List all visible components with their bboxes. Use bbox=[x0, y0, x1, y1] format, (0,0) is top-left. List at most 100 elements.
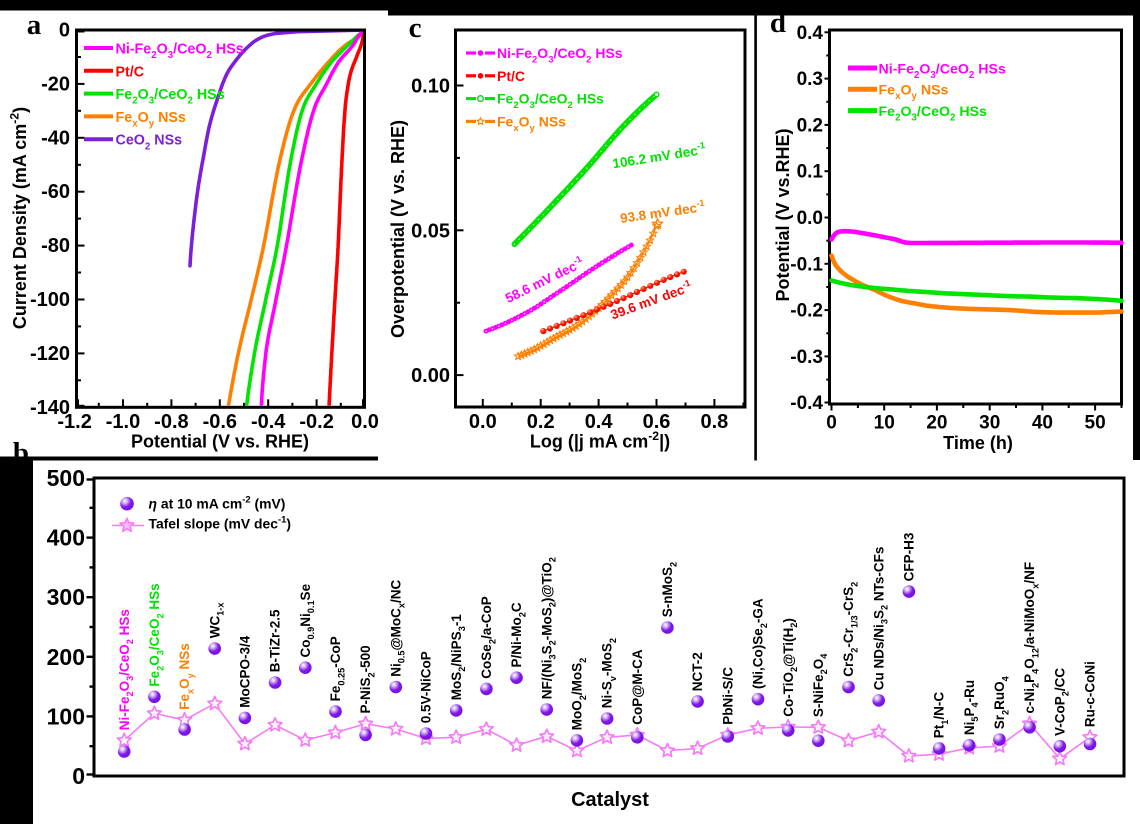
svg-text:-140: -140 bbox=[30, 397, 70, 419]
svg-text:CoSe2/a-CoP: CoSe2/a-CoP bbox=[479, 596, 497, 678]
svg-text:CeO2 NSs: CeO2 NSs bbox=[116, 133, 183, 153]
svg-text:300: 300 bbox=[47, 584, 85, 610]
svg-text:Potential (V vs. RHE): Potential (V vs. RHE) bbox=[131, 432, 309, 452]
svg-text:Co0.9Ni0.1Se: Co0.9Ni0.1Se bbox=[298, 583, 316, 657]
svg-text:FexOy NSs: FexOy NSs bbox=[879, 83, 949, 103]
svg-text:0.6: 0.6 bbox=[643, 411, 671, 433]
svg-text:Ru-c-CoNi: Ru-c-CoNi bbox=[1083, 661, 1098, 727]
svg-text:NCT-2: NCT-2 bbox=[690, 652, 705, 691]
svg-text:B-TiZr-2.5: B-TiZr-2.5 bbox=[268, 609, 283, 672]
svg-text:P-NiS2-500: P-NiS2-500 bbox=[358, 645, 376, 713]
svg-text:-0.2: -0.2 bbox=[790, 301, 823, 322]
svg-text:Pt/C: Pt/C bbox=[497, 68, 525, 84]
svg-text:NF/(Ni3S2-MoS2)@TiO2: NF/(Ni3S2-MoS2)@TiO2 bbox=[539, 557, 557, 699]
svg-text:0.0: 0.0 bbox=[351, 411, 379, 433]
svg-text:η at 10 mA cm-2 (mV): η at 10 mA cm-2 (mV) bbox=[149, 495, 286, 512]
svg-text:400: 400 bbox=[47, 525, 85, 551]
svg-text:0.10: 0.10 bbox=[411, 76, 450, 98]
svg-text:-0.3: -0.3 bbox=[790, 347, 823, 368]
svg-text:0.5V-NiCoP: 0.5V-NiCoP bbox=[419, 651, 434, 723]
svg-text:30: 30 bbox=[979, 413, 1000, 434]
svg-text:-0.8: -0.8 bbox=[154, 411, 188, 433]
svg-text:Ni-Sv-MoS2: Ni-Sv-MoS2 bbox=[600, 638, 618, 708]
svg-text:50: 50 bbox=[1085, 413, 1106, 434]
svg-text:(Ni,Co)Se2-GA: (Ni,Co)Se2-GA bbox=[751, 598, 769, 689]
svg-text:S-NiFe2O4: S-NiFe2O4 bbox=[811, 653, 829, 717]
svg-text:MoO2/MoS2: MoO2/MoS2 bbox=[570, 658, 588, 731]
svg-text:a: a bbox=[27, 9, 42, 41]
svg-text:Fe2O3/CeO2 HSs: Fe2O3/CeO2 HSs bbox=[116, 87, 225, 107]
svg-text:-0.6: -0.6 bbox=[203, 411, 237, 433]
svg-text:Potential (V vs.RHE): Potential (V vs.RHE) bbox=[773, 128, 793, 301]
svg-text:0.0: 0.0 bbox=[797, 208, 823, 229]
svg-text:10: 10 bbox=[874, 413, 895, 434]
svg-text:-40: -40 bbox=[41, 127, 70, 149]
svg-text:Ni-Fe2O3/CeO2 HSs: Ni-Fe2O3/CeO2 HSs bbox=[116, 42, 244, 62]
svg-text:-60: -60 bbox=[41, 181, 70, 203]
svg-text:0: 0 bbox=[72, 763, 85, 789]
svg-text:WC1-x: WC1-x bbox=[207, 602, 225, 639]
svg-text:-120: -120 bbox=[30, 343, 70, 365]
svg-text:100: 100 bbox=[47, 703, 85, 729]
svg-text:0.3: 0.3 bbox=[797, 69, 823, 90]
svg-text:Cu NDs/Ni3S2 NTs-CFs: Cu NDs/Ni3S2 NTs-CFs bbox=[871, 547, 889, 691]
svg-text:Overpotential (V vs. RHE): Overpotential (V vs. RHE) bbox=[388, 120, 408, 338]
svg-text:c: c bbox=[409, 12, 422, 44]
svg-text:Tafel slope (mV dec-1): Tafel slope (mV dec-1) bbox=[149, 515, 292, 532]
svg-text:Ni5P4-Ru: Ni5P4-Ru bbox=[962, 680, 980, 735]
svg-text:FexOy NSs: FexOy NSs bbox=[116, 110, 186, 130]
svg-text:500: 500 bbox=[47, 465, 85, 491]
svg-text:Pt1/N-C: Pt1/N-C bbox=[932, 692, 950, 739]
svg-text:0.8: 0.8 bbox=[700, 411, 728, 433]
svg-text:Fe0.25-CoP: Fe0.25-CoP bbox=[328, 636, 346, 701]
svg-text:Ni-Fe2O3/CeO2 HSs: Ni-Fe2O3/CeO2 HSs bbox=[879, 61, 1006, 81]
svg-text:-20: -20 bbox=[41, 73, 70, 95]
svg-text:Fe2O3/CeO2 HSs: Fe2O3/CeO2 HSs bbox=[147, 583, 165, 686]
svg-text:Time (h): Time (h) bbox=[943, 433, 1013, 453]
svg-text:PbNi-S/C: PbNi-S/C bbox=[720, 667, 735, 725]
svg-text:20: 20 bbox=[926, 413, 947, 434]
svg-text:Fe2O3/CeO2 HSs: Fe2O3/CeO2 HSs bbox=[497, 91, 604, 112]
svg-text:FexOy NSs: FexOy NSs bbox=[497, 113, 566, 133]
svg-text:0.4: 0.4 bbox=[585, 411, 614, 433]
svg-text:Fe2O3/CeO2 HSs: Fe2O3/CeO2 HSs bbox=[879, 104, 988, 124]
svg-text:0.0: 0.0 bbox=[469, 411, 497, 433]
svg-text:CrS2-Cr1/3-CrS2: CrS2-Cr1/3-CrS2 bbox=[841, 582, 859, 677]
svg-text:CFP-H3: CFP-H3 bbox=[902, 532, 917, 581]
svg-text:MoS2/NiPS3-1: MoS2/NiPS3-1 bbox=[449, 614, 467, 701]
svg-text:Ni-Fe2O3/CeO2 HSs: Ni-Fe2O3/CeO2 HSs bbox=[497, 45, 623, 66]
svg-text:0.2: 0.2 bbox=[797, 115, 823, 136]
svg-text:Catalyst: Catalyst bbox=[571, 789, 649, 811]
svg-text:40: 40 bbox=[1032, 413, 1053, 434]
svg-text:Current Density (mA cm-2): Current Density (mA cm-2) bbox=[7, 107, 30, 329]
svg-text:0.1: 0.1 bbox=[797, 162, 824, 183]
svg-text:0: 0 bbox=[826, 413, 837, 434]
svg-text:0.4: 0.4 bbox=[797, 23, 824, 44]
svg-text:Ni0.5@MoCx/NC: Ni0.5@MoCx/NC bbox=[388, 579, 406, 676]
svg-text:MoCPO-3/4: MoCPO-3/4 bbox=[238, 635, 253, 708]
svg-text:0.2: 0.2 bbox=[527, 411, 555, 433]
svg-text:c-Ni2P4O12/a-NiMoOx/NF: c-Ni2P4O12/a-NiMoOx/NF bbox=[1022, 562, 1040, 714]
svg-text:Log (|j mA cm-2|): Log (|j mA cm-2|) bbox=[530, 429, 670, 452]
svg-text:-1.2: -1.2 bbox=[57, 411, 91, 433]
svg-text:0.00: 0.00 bbox=[411, 365, 450, 387]
svg-text:Sr2RuO4: Sr2RuO4 bbox=[992, 675, 1010, 729]
svg-text:-0.1: -0.1 bbox=[790, 254, 823, 275]
svg-text:-1.0: -1.0 bbox=[106, 411, 140, 433]
svg-text:Pt/C: Pt/C bbox=[116, 64, 145, 80]
svg-text:S-nMoS2: S-nMoS2 bbox=[660, 562, 678, 617]
svg-text:V-CoP2/CC: V-CoP2/CC bbox=[1052, 668, 1070, 736]
svg-text:d: d bbox=[770, 7, 786, 39]
svg-text:FexOy NSs: FexOy NSs bbox=[177, 643, 195, 710]
svg-text:200: 200 bbox=[47, 644, 85, 670]
svg-text:-100: -100 bbox=[30, 289, 70, 311]
svg-text:P/Ni-Mo2C: P/Ni-Mo2C bbox=[509, 602, 527, 667]
svg-text:0.05: 0.05 bbox=[411, 220, 450, 242]
svg-text:CoP@M-CA: CoP@M-CA bbox=[630, 649, 645, 725]
svg-text:-0.4: -0.4 bbox=[790, 393, 823, 414]
svg-text:-0.4: -0.4 bbox=[251, 411, 286, 433]
svg-text:Ni-Fe2O3/CeO2 HSs: Ni-Fe2O3/CeO2 HSs bbox=[117, 609, 135, 730]
svg-text:-0.2: -0.2 bbox=[299, 411, 333, 433]
svg-text:-80: -80 bbox=[41, 235, 70, 257]
svg-text:0: 0 bbox=[59, 20, 70, 42]
